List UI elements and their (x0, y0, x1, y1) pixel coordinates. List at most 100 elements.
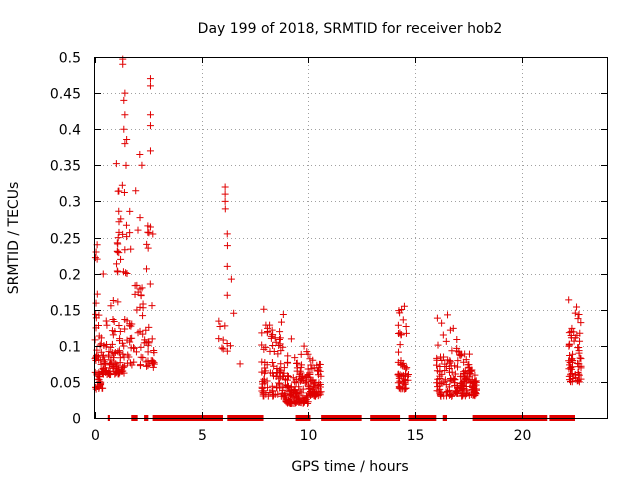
data-point (223, 347, 231, 355)
data-point (123, 270, 131, 278)
data-point (146, 111, 154, 119)
data-point (131, 290, 139, 298)
data-point (437, 392, 445, 400)
data-point (134, 226, 142, 234)
data-point (276, 328, 284, 336)
data-point (568, 363, 576, 371)
data-point (144, 244, 152, 252)
data-point (451, 382, 459, 390)
data-point (574, 376, 582, 384)
data-point (574, 315, 582, 323)
data-point (126, 229, 134, 237)
data-point (454, 357, 462, 365)
data-point (571, 334, 579, 342)
data-point (148, 302, 156, 310)
data-point (274, 350, 282, 358)
data-point (127, 245, 135, 253)
y-tick-label: 0.3 (59, 195, 81, 211)
data-point (314, 382, 322, 390)
data-point (575, 311, 583, 319)
data-point (259, 390, 267, 398)
data-point (576, 354, 584, 362)
data-point (397, 385, 405, 393)
chart-title: Day 199 of 2018, SRMTID for receiver hob… (198, 21, 503, 37)
data-point (144, 357, 152, 365)
data-point (315, 379, 323, 387)
data-point (139, 354, 147, 362)
data-point (446, 357, 454, 365)
data-point (466, 370, 474, 378)
data-point (403, 364, 411, 372)
data-point (138, 284, 146, 292)
data-point (395, 348, 403, 356)
data-point (453, 335, 461, 343)
data-point (575, 370, 583, 378)
data-point (146, 82, 154, 90)
data-point (94, 383, 102, 391)
data-point (121, 246, 129, 254)
data-point (280, 364, 288, 372)
data-point (565, 329, 573, 337)
data-point (258, 329, 266, 337)
data-point (289, 374, 297, 382)
data-point (119, 350, 127, 358)
y-tick-label: 0.15 (50, 304, 81, 320)
data-point (284, 352, 292, 360)
data-point (466, 369, 474, 377)
data-point (92, 314, 100, 322)
data-point (446, 326, 454, 334)
data-point (571, 309, 579, 317)
data-point (136, 214, 144, 222)
data-point (218, 344, 226, 352)
data-point (438, 319, 446, 327)
data-point (258, 358, 266, 366)
data-point (276, 340, 284, 348)
y-tick-label: 0.35 (50, 159, 81, 175)
data-point (116, 368, 124, 376)
data-point (121, 325, 129, 333)
data-point (94, 375, 102, 383)
data-point (92, 248, 100, 256)
data-point (115, 218, 123, 226)
data-point (221, 322, 229, 330)
data-point (139, 330, 147, 338)
y-tick-labels: 0 0.05 0.1 0.15 0.2 0.25 0.3 0.35 0.4 0.45 0.5 (50, 51, 81, 428)
data-point (99, 270, 107, 278)
data-point (307, 361, 315, 369)
data-point (95, 356, 103, 364)
data-point (113, 267, 121, 275)
data-point (92, 310, 100, 318)
data-point (132, 187, 140, 195)
data-point (461, 350, 469, 358)
data-point (95, 322, 103, 330)
data-point (236, 360, 244, 368)
data-point (565, 376, 573, 384)
data-point (275, 335, 283, 343)
data-point (277, 347, 285, 355)
data-point (470, 384, 478, 392)
data-point (442, 381, 450, 389)
data-point (264, 324, 272, 332)
data-point (107, 343, 115, 351)
data-point (396, 329, 404, 337)
data-point (149, 363, 157, 371)
data-point (396, 377, 404, 385)
data-point (117, 255, 125, 263)
plot-frame (94, 57, 608, 419)
data-point (216, 322, 224, 330)
data-point (105, 348, 113, 356)
data-point (221, 190, 229, 198)
data-point (313, 390, 321, 398)
data-point (97, 334, 105, 342)
data-point (269, 331, 277, 339)
data-point (299, 399, 307, 407)
data-point (102, 317, 110, 325)
data-point (297, 375, 305, 383)
data-point (260, 305, 268, 313)
tick-marks (95, 57, 607, 419)
data-point (219, 345, 227, 353)
data-point (115, 347, 123, 355)
data-point (115, 249, 123, 257)
data-point (132, 348, 140, 356)
data-point (106, 371, 114, 379)
